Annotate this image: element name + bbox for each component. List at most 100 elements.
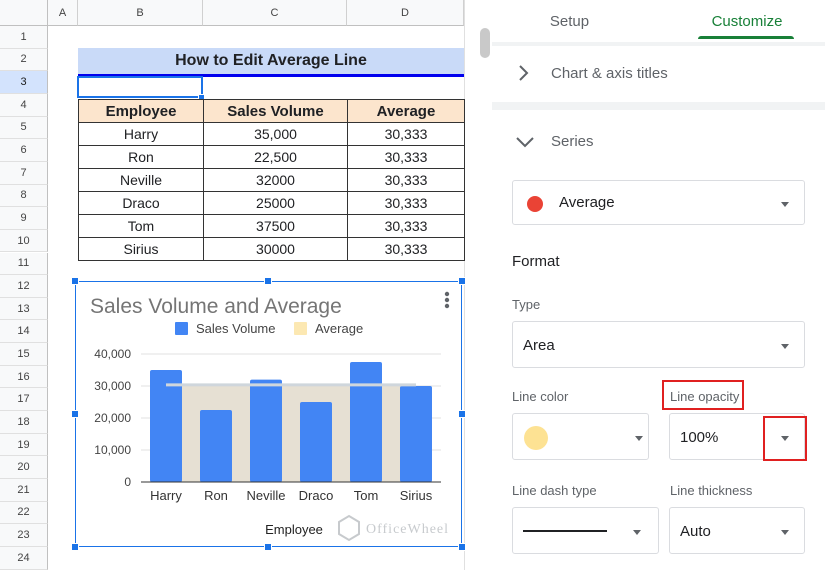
- type-select[interactable]: Area: [512, 321, 805, 368]
- series-select-value: Average: [559, 194, 615, 211]
- resize-handle-ne[interactable]: [458, 277, 466, 285]
- cell-employee[interactable]: Ron: [78, 145, 204, 169]
- row-header-14[interactable]: 14: [0, 320, 48, 344]
- row-header-12[interactable]: 12: [0, 275, 48, 298]
- cell-sales[interactable]: 32000: [203, 168, 348, 192]
- cell-employee[interactable]: Neville: [78, 168, 204, 192]
- officewheel-watermark: OfficeWheel: [338, 514, 448, 542]
- dropdown-caret-icon[interactable]: [781, 436, 789, 441]
- line-color-picker[interactable]: [512, 413, 649, 460]
- title-underline: [78, 74, 464, 77]
- watermark-logo-icon: [338, 514, 360, 542]
- resize-handle-s[interactable]: [264, 543, 272, 551]
- row-header-15[interactable]: 15: [0, 343, 48, 366]
- chart-editor-panel: Setup Customize Chart & axis titles Seri…: [492, 0, 825, 570]
- row-header-1[interactable]: 1: [0, 26, 48, 49]
- resize-handle-nw[interactable]: [71, 277, 79, 285]
- cell-sales[interactable]: 25000: [203, 191, 348, 215]
- line-opacity-select[interactable]: 100%: [669, 413, 805, 460]
- solid-line-preview-icon: [523, 530, 607, 532]
- cell-sales[interactable]: 37500: [203, 214, 348, 238]
- header-average[interactable]: Average: [347, 99, 465, 123]
- row-header-6[interactable]: 6: [0, 139, 48, 162]
- column-header-c[interactable]: C: [203, 0, 347, 26]
- row-header-9[interactable]: 9: [0, 207, 48, 230]
- cell-sales[interactable]: 35,000: [203, 122, 348, 146]
- tab-customize[interactable]: Customize: [711, 12, 783, 30]
- bar-tom: [350, 362, 382, 482]
- x-tick-label: Ron: [204, 488, 228, 503]
- active-tab-indicator: [698, 36, 794, 39]
- resize-handle-n[interactable]: [264, 277, 272, 285]
- header-employee[interactable]: Employee: [78, 99, 204, 123]
- tab-setup[interactable]: Setup: [549, 12, 590, 30]
- dropdown-caret-icon: [781, 344, 789, 349]
- line-dash-type-select[interactable]: [512, 507, 659, 554]
- section-label-series[interactable]: Series: [551, 133, 594, 150]
- format-heading: Format: [512, 253, 560, 270]
- column-header-b[interactable]: B: [78, 0, 203, 26]
- cell-average[interactable]: 30,333: [347, 191, 465, 215]
- cell-employee[interactable]: Sirius: [78, 237, 204, 261]
- row-header-13[interactable]: 13: [0, 297, 48, 321]
- row-header-23[interactable]: 23: [0, 524, 48, 547]
- row-header-17[interactable]: 17: [0, 388, 48, 412]
- embedded-chart[interactable]: Sales Volume and Average Sales Volume Aver…: [75, 281, 462, 547]
- y-tick-label: 0: [124, 475, 131, 489]
- row-header-8[interactable]: 8: [0, 184, 48, 208]
- chart-menu-icon-dot-1: [444, 297, 450, 303]
- sheet-title-cell[interactable]: How to Edit Average Line: [78, 48, 464, 74]
- column-header-a[interactable]: A: [48, 0, 78, 26]
- vertical-scrollbar[interactable]: [480, 28, 490, 58]
- resize-handle-w[interactable]: [71, 410, 79, 418]
- cell-average[interactable]: 30,333: [347, 168, 465, 192]
- row-header-5[interactable]: 5: [0, 116, 48, 140]
- line-dash-type-label: Line dash type: [512, 483, 597, 498]
- cell-employee[interactable]: Draco: [78, 191, 204, 215]
- highlight-box-opacity-dropdown: [763, 416, 807, 461]
- cell-average[interactable]: 30,333: [347, 237, 465, 261]
- cell-average[interactable]: 30,333: [347, 214, 465, 238]
- row-header-4[interactable]: 4: [0, 93, 48, 117]
- color-swatch-icon: [524, 426, 548, 450]
- row-header-10[interactable]: 10: [0, 229, 48, 253]
- active-cell-b3[interactable]: [77, 76, 203, 98]
- row-header-20[interactable]: 20: [0, 456, 48, 479]
- row-header-16[interactable]: 16: [0, 365, 48, 389]
- row-header-18[interactable]: 18: [0, 411, 48, 434]
- cell-employee[interactable]: Tom: [78, 214, 204, 238]
- highlight-box-opacity-label: [662, 380, 744, 410]
- row-header-2[interactable]: 2: [0, 48, 48, 72]
- chevron-right-icon: [519, 65, 529, 81]
- chart-canvas: Sales Volume and Average Sales Volume Aver…: [90, 291, 450, 542]
- resize-handle-e[interactable]: [458, 410, 466, 418]
- y-tick-label: 10,000: [94, 443, 131, 457]
- row-header-24[interactable]: 24: [0, 546, 48, 570]
- chevron-down-icon[interactable]: [515, 136, 535, 148]
- legend-label-sales-volume: Sales Volume: [196, 321, 276, 336]
- series-select[interactable]: Average: [512, 180, 805, 225]
- section-chart-axis-titles[interactable]: Chart & axis titles: [492, 46, 825, 102]
- cell-employee[interactable]: Harry: [78, 122, 204, 146]
- cell-average[interactable]: 30,333: [347, 145, 465, 169]
- cell-sales[interactable]: 22,500: [203, 145, 348, 169]
- row-header-3[interactable]: 3: [0, 71, 48, 94]
- dropdown-caret-icon: [635, 436, 643, 441]
- row-header-22[interactable]: 22: [0, 501, 48, 525]
- row-header-21[interactable]: 21: [0, 479, 48, 502]
- select-all-corner[interactable]: [0, 0, 48, 26]
- line-opacity-label: Line opacity: [670, 389, 740, 404]
- column-header-d[interactable]: D: [347, 0, 464, 26]
- resize-handle-sw[interactable]: [71, 543, 79, 551]
- row-header-11[interactable]: 11: [0, 252, 48, 276]
- line-thickness-select[interactable]: Auto: [669, 507, 805, 554]
- resize-handle-se[interactable]: [458, 543, 466, 551]
- line-thickness-label: Line thickness: [670, 483, 753, 498]
- cell-sales[interactable]: 30000: [203, 237, 348, 261]
- header-sales-volume[interactable]: Sales Volume: [203, 99, 348, 123]
- row-header-7[interactable]: 7: [0, 161, 48, 185]
- chart-title: Sales Volume and Average: [90, 295, 342, 318]
- row-header-19[interactable]: 19: [0, 433, 48, 457]
- cell-average[interactable]: 30,333: [347, 122, 465, 146]
- table-row: Draco 25000 30,333: [78, 191, 465, 215]
